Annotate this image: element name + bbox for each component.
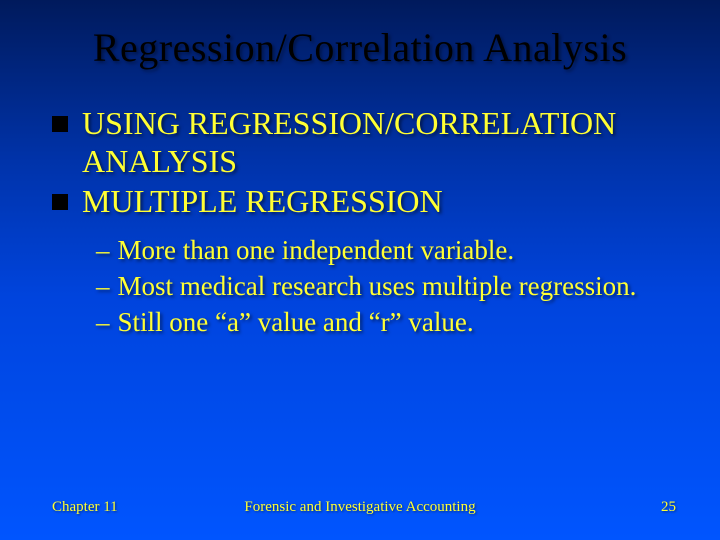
sub-bullet-group: – More than one independent variable. – … xyxy=(52,234,676,339)
sub-bullet-item: – Still one “a” value and “r” value. xyxy=(96,306,676,340)
slide-footer: Chapter 11 Forensic and Investigative Ac… xyxy=(0,499,720,516)
square-bullet-icon xyxy=(52,116,68,132)
footer-left: Chapter 11 xyxy=(52,499,118,516)
sub-bullet-text: Still one “a” value and “r” value. xyxy=(118,306,474,340)
bullet-text: USING REGRESSION/CORRELATION ANALYSIS xyxy=(82,105,676,181)
sub-bullet-item: – Most medical research uses multiple re… xyxy=(96,270,676,304)
dash-bullet-icon: – xyxy=(96,234,110,268)
footer-center: Forensic and Investigative Accounting xyxy=(244,499,475,516)
slide-title: Regression/Correlation Analysis xyxy=(44,24,676,71)
sub-bullet-item: – More than one independent variable. xyxy=(96,234,676,268)
dash-bullet-icon: – xyxy=(96,270,110,304)
bullet-item: MULTIPLE REGRESSION xyxy=(52,183,676,221)
slide-body: USING REGRESSION/CORRELATION ANALYSIS MU… xyxy=(44,105,676,340)
sub-bullet-text: More than one independent variable. xyxy=(118,234,515,268)
sub-bullet-text: Most medical research uses multiple regr… xyxy=(118,270,637,304)
dash-bullet-icon: – xyxy=(96,306,110,340)
slide-number: 25 xyxy=(661,499,676,516)
bullet-text: MULTIPLE REGRESSION xyxy=(82,183,443,221)
square-bullet-icon xyxy=(52,194,68,210)
bullet-item: USING REGRESSION/CORRELATION ANALYSIS xyxy=(52,105,676,181)
slide: Regression/Correlation Analysis USING RE… xyxy=(0,0,720,540)
